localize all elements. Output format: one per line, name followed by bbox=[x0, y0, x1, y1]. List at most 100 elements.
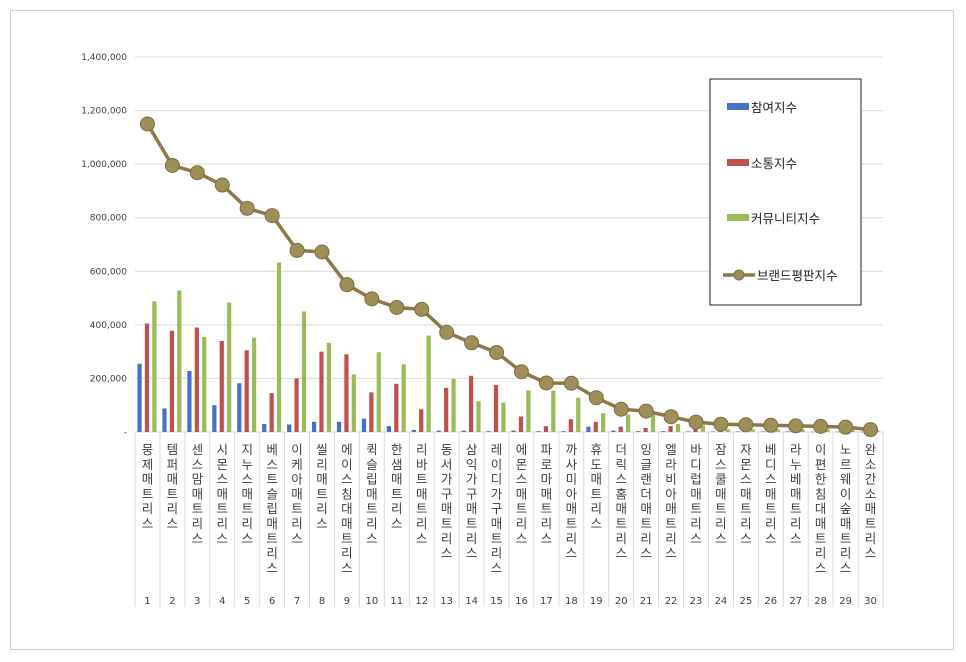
legend-box bbox=[709, 78, 862, 306]
bar-1-11 bbox=[386, 426, 391, 432]
x-rank-label: 26 bbox=[764, 596, 777, 607]
legend-swatch bbox=[727, 103, 749, 110]
x-rank-label: 11 bbox=[390, 596, 403, 607]
brand-index-point-27 bbox=[788, 418, 804, 434]
bar-3-9 bbox=[351, 374, 356, 432]
x-rank-label: 10 bbox=[365, 596, 378, 607]
legend-label: 커뮤니티지수 bbox=[751, 211, 820, 226]
brand-reputation-chart: - 200,000 400,000 600,000 800,000 1,000,000 1,… bbox=[81, 53, 884, 607]
bar-2-20 bbox=[618, 426, 623, 432]
bar-3-21 bbox=[650, 414, 656, 432]
brand-index-point-21 bbox=[638, 403, 654, 419]
bar-3-2 bbox=[177, 290, 182, 432]
y-tick-label: - bbox=[124, 428, 127, 438]
y-tick-label: 1,400,000 bbox=[81, 53, 127, 63]
x-rank-label: 30 bbox=[864, 596, 877, 607]
bar-1-26 bbox=[760, 431, 765, 432]
bar-3-1 bbox=[152, 301, 157, 432]
bar-3-8 bbox=[326, 342, 331, 432]
bar-1-10 bbox=[361, 418, 367, 432]
bar-1-21 bbox=[636, 431, 641, 432]
brand-index-point-24 bbox=[713, 416, 729, 432]
bar-2-6 bbox=[269, 393, 274, 432]
x-rank-label: 8 bbox=[319, 596, 325, 607]
legend-swatch bbox=[727, 159, 749, 166]
bar-1-4 bbox=[212, 405, 217, 432]
y-tick-label: 600,000 bbox=[90, 267, 127, 277]
bar-3-5 bbox=[252, 337, 257, 432]
x-rank-label: 20 bbox=[615, 596, 628, 607]
bar-1-19 bbox=[586, 426, 591, 432]
bar-3-13 bbox=[451, 378, 456, 432]
brand-index-point-22 bbox=[663, 409, 679, 425]
bar-1-28 bbox=[810, 431, 815, 433]
bar-3-16 bbox=[526, 390, 531, 432]
brand-index-point-14 bbox=[464, 335, 480, 351]
bar-3-29 bbox=[850, 429, 855, 432]
x-rank-label: 6 bbox=[269, 596, 275, 607]
x-rank-label: 15 bbox=[490, 596, 503, 607]
bar-2-10 bbox=[369, 392, 374, 432]
bar-1-6 bbox=[262, 423, 267, 432]
bar-1-18 bbox=[561, 431, 566, 432]
x-rank-label: 22 bbox=[665, 596, 678, 607]
x-rank-label: 29 bbox=[839, 596, 852, 607]
bar-3-7 bbox=[301, 311, 307, 432]
brand-index-point-3 bbox=[189, 165, 205, 181]
brand-index-point-8 bbox=[314, 244, 330, 260]
x-rank-label: 13 bbox=[440, 596, 453, 607]
bar-2-11 bbox=[394, 383, 399, 432]
bar-3-14 bbox=[476, 401, 481, 432]
brand-index-point-2 bbox=[164, 157, 180, 173]
legend-label: 참여지수 bbox=[751, 100, 797, 115]
bar-3-20 bbox=[626, 414, 631, 432]
bar-3-27 bbox=[800, 429, 805, 432]
bar-1-27 bbox=[785, 431, 790, 432]
x-rank-label: 28 bbox=[814, 596, 827, 607]
x-rank-label: 2 bbox=[169, 596, 175, 607]
brand-index-point-26 bbox=[763, 417, 779, 433]
brand-index-point-13 bbox=[439, 324, 455, 340]
bar-1-3 bbox=[187, 370, 192, 432]
bar-1-25 bbox=[735, 431, 741, 432]
bar-1-14 bbox=[461, 430, 466, 432]
bar-1-9 bbox=[336, 421, 342, 432]
bar-2-8 bbox=[319, 351, 324, 432]
x-rank-label: 23 bbox=[690, 596, 703, 607]
y-tick-label: 1,000,000 bbox=[81, 160, 127, 170]
bar-2-9 bbox=[344, 354, 349, 432]
bar-3-10 bbox=[376, 352, 381, 432]
x-rank-label: 25 bbox=[739, 596, 752, 607]
brand-index-point-30 bbox=[863, 422, 879, 438]
brand-index-point-15 bbox=[489, 344, 505, 360]
x-rank-label: 17 bbox=[540, 596, 553, 607]
bar-1-20 bbox=[611, 430, 616, 432]
legend-swatch bbox=[727, 214, 749, 221]
brand-index-point-5 bbox=[239, 200, 255, 216]
bar-1-8 bbox=[312, 421, 317, 432]
y-tick-label: 400,000 bbox=[90, 321, 127, 331]
legend-label: 소통지수 bbox=[751, 156, 797, 171]
bar-3-3 bbox=[202, 336, 207, 432]
bar-2-23 bbox=[693, 427, 698, 432]
bar-3-12 bbox=[426, 335, 431, 432]
x-rank-label: 1 bbox=[144, 596, 150, 607]
bar-3-28 bbox=[825, 429, 830, 432]
